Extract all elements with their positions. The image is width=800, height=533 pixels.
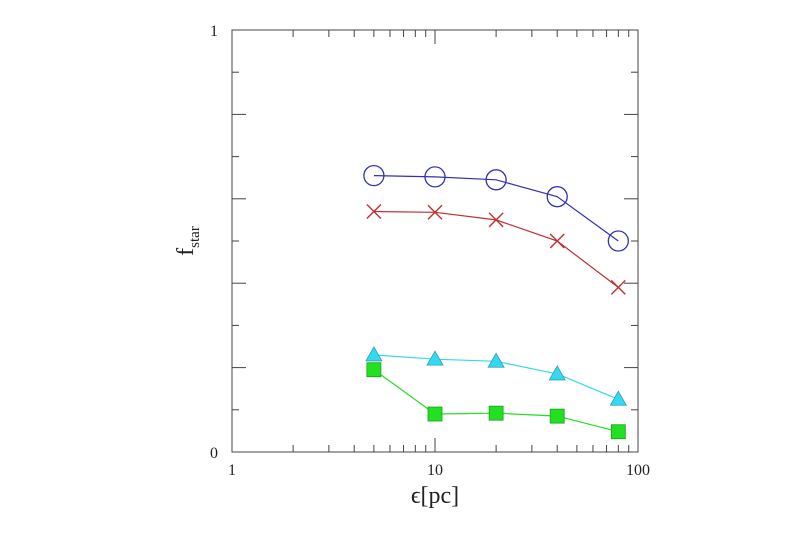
data-point-filled-square-5 (366, 362, 382, 378)
data-point-filled-triangle-40 (548, 365, 566, 381)
series-cross (366, 203, 626, 295)
data-point-filled-square-10 (427, 406, 443, 422)
series-open-circle (363, 164, 629, 252)
data-point-cross-10 (427, 204, 443, 220)
axis-tick-labels: 1 10 100 0 1 (210, 23, 650, 479)
data-point-filled-triangle-10 (426, 350, 444, 366)
y-axis-label-subscript: star (187, 226, 203, 248)
series-line (373, 210, 619, 288)
series-line (373, 175, 619, 242)
y-axis-label: fstar (173, 226, 203, 256)
data-point-open-circle-80 (607, 230, 629, 252)
data-point-filled-triangle-5 (365, 346, 383, 362)
data-point-cross-5 (366, 203, 382, 219)
svg-text:fstar: fstar (173, 226, 203, 256)
x-tick-label-1: 1 (228, 462, 236, 479)
axis-ticks (231, 30, 638, 452)
data-point-cross-40 (549, 233, 565, 249)
data-point-open-circle-20 (485, 169, 507, 191)
y-tick-label-1: 1 (210, 23, 218, 40)
x-axis-label: ϵ[pc] (411, 483, 459, 509)
series-filled-square (366, 362, 626, 440)
data-point-filled-square-80 (610, 424, 626, 440)
data-point-open-circle-5 (363, 164, 385, 187)
data-point-open-circle-40 (546, 186, 568, 208)
x-tick-label-100: 100 (626, 462, 650, 479)
y-axis-label-main: f (173, 248, 199, 256)
data-point-cross-80 (610, 279, 626, 295)
data-point-filled-square-40 (549, 408, 565, 424)
data-point-cross-20 (488, 212, 504, 228)
x-tick-label-10: 10 (427, 462, 443, 479)
plot-frame (231, 29, 639, 453)
data-point-open-circle-10 (424, 166, 446, 188)
series-layer (363, 164, 629, 440)
series-filled-triangle (365, 346, 628, 406)
data-point-filled-triangle-80 (609, 390, 628, 406)
y-tick-label-0: 0 (210, 445, 218, 462)
series-line (373, 369, 619, 433)
data-point-filled-square-20 (488, 405, 504, 421)
data-point-filled-triangle-20 (487, 352, 505, 368)
